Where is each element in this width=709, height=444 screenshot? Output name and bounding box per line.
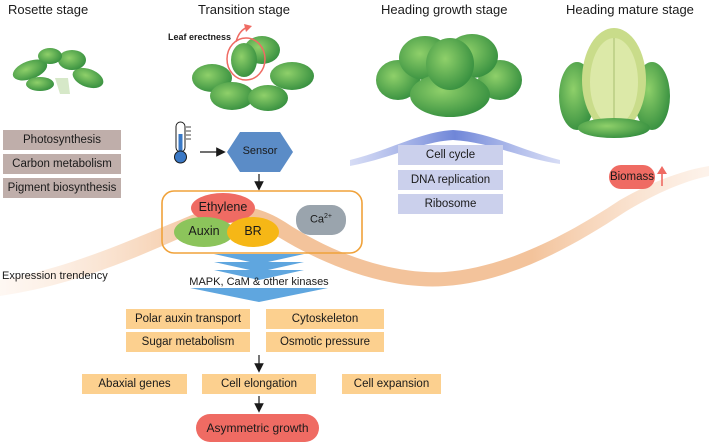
process-cell-elongation: Cell elongation — [202, 374, 316, 394]
stage-title-heading-growth: Heading growth stage — [381, 2, 508, 17]
auxin-ellipse — [174, 217, 234, 247]
process-ribosome: Ribosome — [398, 194, 503, 214]
hormone-box — [161, 190, 363, 254]
process-carbon-metabolism: Carbon metabolism — [3, 154, 121, 174]
expression-trendency-label: Expression trendency — [2, 270, 108, 282]
signal-chevrons — [190, 254, 328, 302]
process-pigment-biosynthesis: Pigment biosynthesis — [3, 178, 121, 198]
kinases-label: MAPK, CaM & other kinases — [189, 276, 329, 288]
ethylene-ellipse — [191, 193, 255, 223]
thermometer-icon — [174, 121, 191, 164]
stage-title-transition: Transition stage — [198, 2, 291, 17]
biomass-label: Biomass — [609, 171, 655, 183]
process-sugar-metabolism: Sugar metabolism — [126, 332, 250, 352]
biomass-pill: Biomass — [609, 165, 655, 189]
process-photosynthesis: Photosynthesis — [3, 130, 121, 150]
process-cytoskeleton: Cytoskeleton — [266, 309, 384, 329]
heading-mature-plant-illustration — [559, 28, 670, 138]
sensor-label: Sensor — [242, 145, 278, 157]
process-cell-cycle: Cell cycle — [398, 145, 503, 165]
br-label: BR — [244, 224, 262, 238]
heading-growth-wave — [350, 130, 560, 166]
process-osmotic-pressure: Osmotic pressure — [266, 332, 384, 352]
heading-growth-plant-illustration — [376, 34, 522, 117]
process-polar-auxin-transport: Polar auxin transport — [126, 309, 250, 329]
ca-superscript: 2+ — [324, 213, 333, 220]
sensor-hexagon — [227, 132, 293, 172]
ca-label: Ca2+ — [296, 213, 346, 226]
stage-title-rosette: Rosette stage — [8, 2, 89, 17]
auxin-label: Auxin — [188, 224, 220, 238]
process-cell-expansion: Cell expansion — [342, 374, 441, 394]
ca-text: Ca — [309, 213, 325, 226]
expression-trend-wave — [0, 166, 709, 296]
leaf-erectness-label: Leaf erectness — [168, 32, 232, 42]
br-ellipse — [227, 217, 279, 247]
asymmetric-growth-pill: Asymmetric growth — [196, 414, 319, 442]
ca-box — [296, 205, 346, 235]
process-dna-replication: DNA replication — [398, 170, 503, 190]
asymmetric-growth-label: Asymmetric growth — [206, 421, 309, 435]
stage-title-heading-mature: Heading mature stage — [566, 2, 694, 17]
biomass-up-arrow-icon — [657, 166, 667, 186]
rosette-plant-illustration — [12, 48, 104, 94]
transition-plant-illustration — [192, 24, 314, 111]
ethylene-label: Ethylene — [198, 200, 248, 214]
process-abaxial-genes: Abaxial genes — [82, 374, 187, 394]
